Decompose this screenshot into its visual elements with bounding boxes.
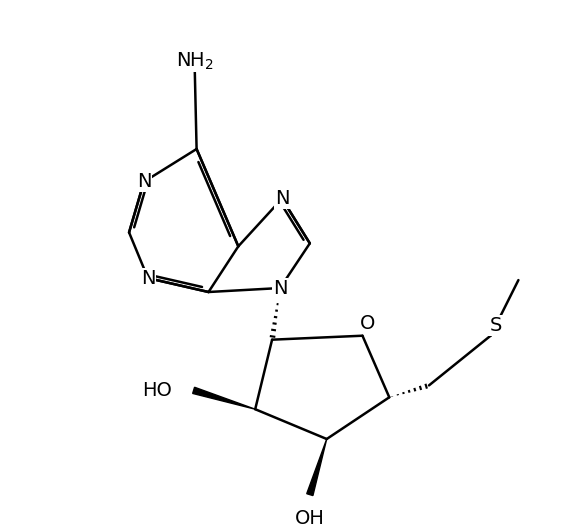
Text: N: N xyxy=(273,279,287,297)
Text: HO: HO xyxy=(142,381,172,400)
Text: N: N xyxy=(137,172,151,192)
Text: O: O xyxy=(360,314,375,333)
Text: OH: OH xyxy=(295,509,325,528)
Text: N: N xyxy=(141,269,155,288)
Text: NH$_2$: NH$_2$ xyxy=(176,50,213,71)
Polygon shape xyxy=(307,439,327,496)
Text: S: S xyxy=(489,317,502,335)
Text: N: N xyxy=(275,189,289,208)
Polygon shape xyxy=(193,387,255,409)
